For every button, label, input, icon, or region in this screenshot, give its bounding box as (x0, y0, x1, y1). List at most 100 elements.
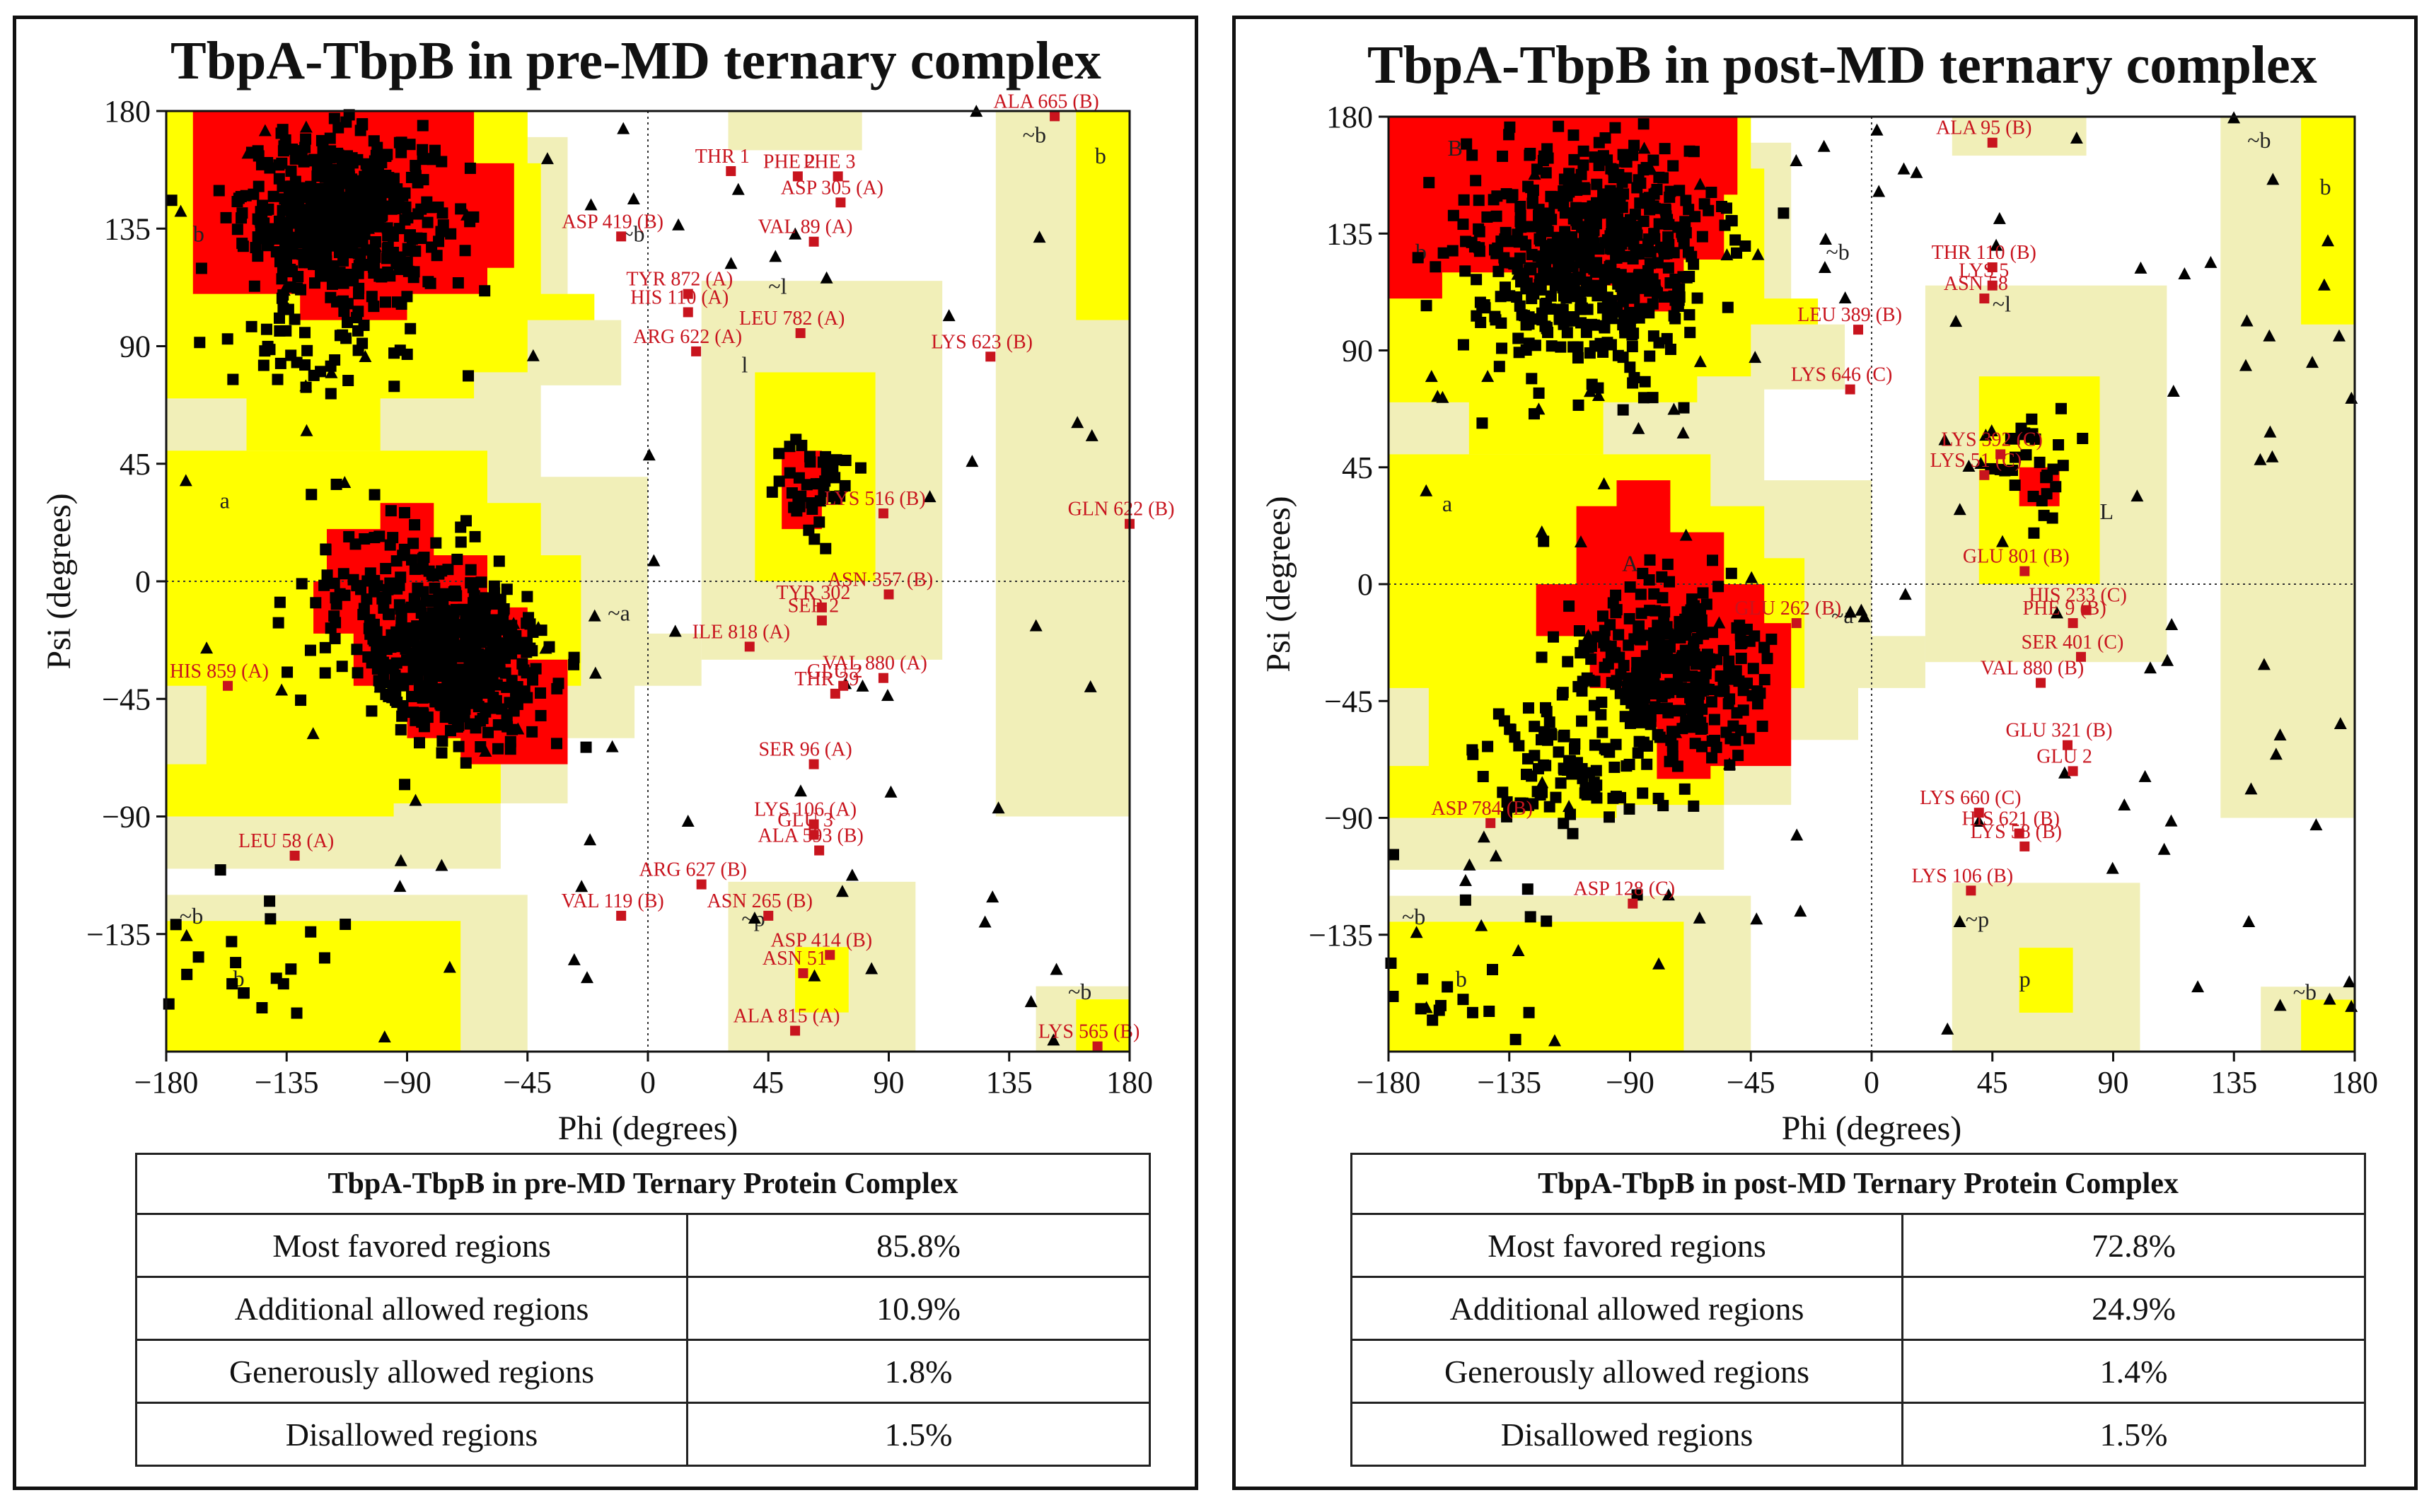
glycine-point (923, 490, 937, 503)
residue-point (1508, 258, 1520, 270)
residue-point (516, 658, 528, 670)
region-label: b (1095, 143, 1106, 168)
stats-label: Generously allowed regions (135, 1339, 688, 1404)
residue-point (292, 271, 304, 283)
residue-point (1664, 576, 1676, 588)
residue-point (408, 660, 420, 672)
labeled-residue-text: GLN 622 (B) (1068, 499, 1175, 521)
residue-point (1695, 607, 1707, 620)
labeled-residue-text: VAL 880 (A) (823, 653, 927, 675)
residue-point (1686, 621, 1698, 633)
residue-point (395, 603, 407, 615)
residue-point (299, 327, 311, 339)
residue-point (1731, 622, 1743, 634)
y-tick-label: 180 (1326, 100, 1373, 134)
residue-point (1739, 240, 1751, 252)
residue-point (310, 597, 322, 609)
residue-point (1466, 149, 1478, 161)
residue-point (1474, 296, 1486, 308)
residue-point (1659, 143, 1671, 155)
residue-point (773, 448, 785, 460)
residue-point (308, 369, 320, 381)
glycine-point (1953, 503, 1966, 516)
region-label: A (1622, 551, 1638, 576)
residue-point (501, 709, 513, 721)
residue-point (453, 720, 465, 731)
residue-point (1541, 216, 1553, 228)
residue-point (230, 957, 242, 969)
residue-point (380, 593, 392, 605)
residue-point (368, 135, 380, 147)
labeled-residue-text: LYS 106 (B) (1912, 865, 2013, 887)
labeled-residue-marker (683, 307, 693, 318)
x-axis-label: Phi (degrees) (558, 1110, 738, 1147)
residue-point (424, 202, 436, 214)
residue-point (238, 987, 250, 999)
residue-point (1679, 783, 1691, 795)
residue-point (1778, 207, 1790, 219)
stats-label: Additional allowed regions (135, 1276, 688, 1341)
glycine-point (2332, 329, 2346, 342)
glycine-point (731, 182, 745, 195)
residue-point (1470, 175, 1482, 187)
labeled-residue-marker (1995, 449, 2006, 460)
residue-point (1654, 655, 1666, 667)
residue-point (773, 475, 785, 487)
residue-point (315, 134, 327, 146)
glycine-point (1563, 800, 1576, 813)
residue-point (1490, 314, 1502, 326)
residue-point (2026, 413, 2038, 425)
residue-point (808, 533, 821, 545)
residue-point (245, 320, 257, 332)
labeled-residue-marker (1966, 885, 1976, 896)
labeled-residue-marker (1987, 280, 1998, 291)
glycine-point (588, 609, 601, 622)
residue-point (305, 926, 317, 938)
residue-point (433, 568, 445, 580)
residue-point (1568, 153, 1580, 165)
residue-point (328, 112, 340, 124)
labeled-residue-text: LYS 516 (B) (824, 488, 925, 510)
glycine-point (1477, 830, 1490, 843)
residue-point (1585, 640, 1597, 652)
labeled-residue-marker (1973, 808, 1984, 818)
residue-point (1637, 392, 1650, 404)
residue-point (1625, 684, 1637, 696)
glycine-point (1050, 963, 1063, 975)
glycine-point (1679, 528, 1693, 541)
residue-point (455, 536, 467, 548)
allowed-region-bottom-right (2301, 999, 2355, 1052)
residue-point (376, 271, 388, 283)
glycine-point (2317, 278, 2331, 291)
residue-point (1558, 290, 1570, 302)
glycine-point (1512, 944, 1525, 957)
residue-point (192, 951, 204, 963)
residue-point (1599, 132, 1611, 144)
y-tick-label: −45 (1324, 684, 1373, 719)
residue-point (330, 617, 342, 629)
glycine-point (1667, 402, 1681, 415)
residue-point (475, 576, 487, 588)
residue-point (1684, 327, 1696, 339)
residue-point (319, 641, 331, 653)
glycine-point (942, 309, 956, 322)
residue-point (289, 175, 301, 187)
residue-point (220, 211, 232, 223)
residue-point (1631, 229, 1643, 241)
residue-point (1705, 696, 1717, 708)
allowed-region-top-right (1076, 111, 1130, 320)
residue-point (1534, 273, 1546, 285)
glycine-point (1938, 433, 1952, 446)
allowed-region-bottom-middle (795, 947, 849, 1013)
residue-point (277, 302, 289, 314)
residue-point (296, 145, 308, 157)
residue-point (1629, 209, 1641, 221)
residue-point (1624, 361, 1636, 373)
residue-point (1644, 257, 1656, 269)
residue-point (1514, 797, 1526, 809)
residue-point (248, 188, 260, 200)
residue-point (1447, 245, 1459, 257)
glycine-point (338, 476, 352, 489)
residue-point (363, 188, 375, 200)
residue-point (352, 248, 364, 260)
